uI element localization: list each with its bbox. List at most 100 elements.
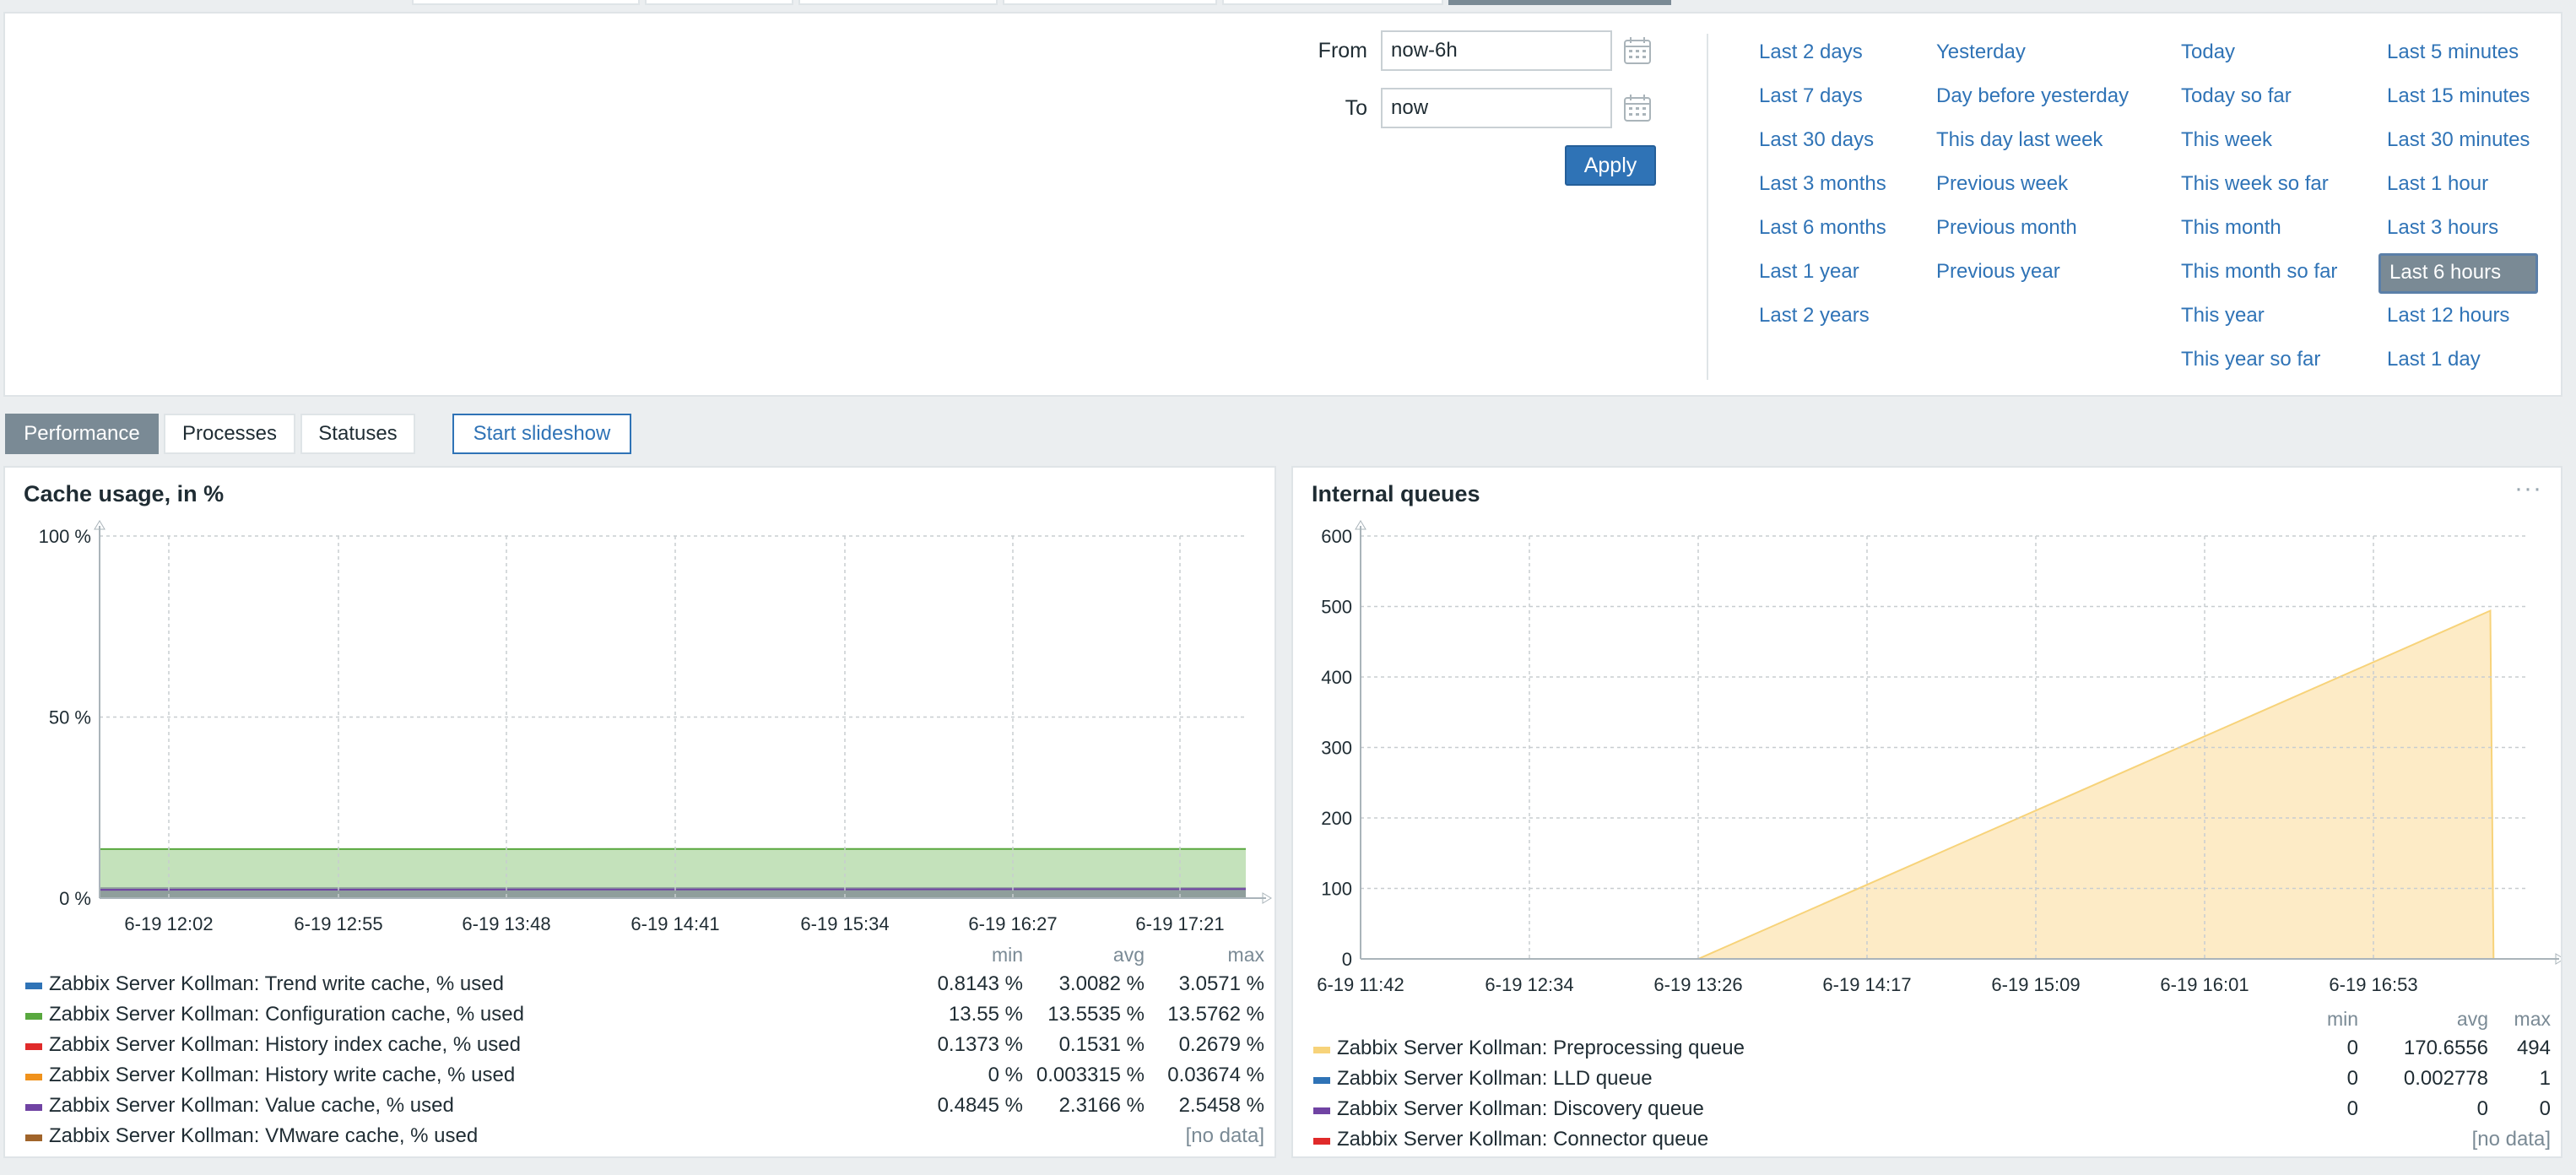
- quick-range-link[interactable]: This week so far: [2181, 172, 2329, 195]
- tab-statuses[interactable]: Statuses: [300, 414, 415, 454]
- quick-range-link[interactable]: Last 1 hour: [2387, 172, 2489, 195]
- series-avg: 0.003315 %: [1036, 1064, 1145, 1086]
- series-min: 0: [2346, 1067, 2358, 1090]
- quick-range-link[interactable]: Last 12 hours: [2387, 304, 2510, 327]
- series-name: Zabbix Server Kollman: Trend write cache…: [49, 972, 504, 995]
- quick-range-link[interactable]: This month so far: [2181, 260, 2338, 283]
- top-tab-stub[interactable]: [1222, 0, 1443, 5]
- quick-range-link[interactable]: This day last week: [1936, 128, 2103, 151]
- series-swatch: [1313, 1047, 1330, 1053]
- legend-row: Zabbix Server Kollman: Value cache, % us…: [19, 1092, 1268, 1123]
- quick-range-link[interactable]: Last 6 hours: [2378, 253, 2539, 294]
- widget-title: Cache usage, in %: [24, 481, 225, 506]
- apply-button[interactable]: Apply: [1565, 145, 1656, 186]
- x-tick-label: 6-19 16:27: [968, 913, 1057, 934]
- quick-range-link[interactable]: Last 5 minutes: [2387, 41, 2519, 63]
- x-tick-label: 6-19 17:21: [1135, 913, 1224, 934]
- y-tick-label: 400: [1321, 667, 1352, 688]
- top-tab-stub-selected[interactable]: [1448, 0, 1671, 5]
- series-min: 0.1373 %: [937, 1033, 1023, 1056]
- series-swatch: [25, 1043, 42, 1050]
- quick-range-link[interactable]: Last 3 months: [1759, 172, 1886, 195]
- quick-range-link[interactable]: Last 1 year: [1759, 260, 1859, 283]
- series-avg: 0: [2476, 1097, 2488, 1120]
- series-max: 0.2679 %: [1178, 1033, 1264, 1056]
- top-tab-stub[interactable]: [412, 0, 640, 5]
- quick-range-link[interactable]: Last 3 hours: [2387, 216, 2499, 239]
- y-axis-arrow: [94, 520, 106, 530]
- quick-range-link[interactable]: Last 1 day: [2387, 348, 2481, 371]
- series-min: 0: [2346, 1097, 2358, 1120]
- quick-range-link[interactable]: This week: [2181, 128, 2273, 151]
- series-swatch: [25, 1104, 42, 1111]
- x-tick-label: 6-19 11:42: [1317, 974, 1404, 995]
- quick-range-link[interactable]: This month: [2181, 216, 2281, 239]
- quick-range-link[interactable]: Previous month: [1936, 216, 2077, 239]
- series-name: Zabbix Server Kollman: Discovery queue: [1337, 1097, 1704, 1120]
- no-data-label: [no data]: [1185, 1124, 1264, 1147]
- legend-row: Zabbix Server Kollman: Trend write cache…: [19, 971, 1268, 1001]
- x-tick-label: 6-19 14:17: [1822, 974, 1911, 995]
- series-avg: 0.002778: [2403, 1067, 2488, 1090]
- series-max: 0: [2539, 1097, 2551, 1120]
- tab-processes[interactable]: Processes: [164, 414, 295, 454]
- y-tick-label: 50 %: [49, 707, 91, 728]
- divider: [1707, 34, 1708, 380]
- series-max: 2.5458 %: [1178, 1094, 1264, 1117]
- chart-legend: min avg max Zabbix Server Kollman: Trend wr…: [19, 940, 1268, 1153]
- series-min: 0.4845 %: [937, 1094, 1023, 1117]
- quick-range-column: Yesterday Day before yesterday This day la…: [1936, 34, 2137, 297]
- series-max: 0.03674 %: [1167, 1064, 1264, 1086]
- chart-legend: min avg max Zabbix Server Kollman: Preproce…: [1307, 1004, 2554, 1156]
- x-tick-label: 6-19 12:34: [1485, 974, 1573, 995]
- cache-usage-chart: 0 % 50 % 100 % 6-19 12:02 6-19 12:55 6-19 13:…: [39, 520, 1272, 934]
- start-slideshow-button[interactable]: Start slideshow: [452, 414, 631, 454]
- top-tab-stub[interactable]: [645, 0, 793, 5]
- to-input[interactable]: [1381, 88, 1612, 128]
- series-max: 3.0571 %: [1178, 972, 1264, 995]
- quick-range-link[interactable]: Today so far: [2181, 84, 2292, 107]
- top-tab-stub[interactable]: [1003, 0, 1217, 5]
- ellipsis-icon[interactable]: ···: [2514, 474, 2542, 502]
- from-label: From: [1318, 39, 1367, 62]
- x-axis-arrow: [2555, 953, 2561, 965]
- quick-range-link[interactable]: Last 30 days: [1759, 128, 1875, 151]
- series-swatch: [25, 983, 42, 989]
- x-tick-label: 6-19 16:53: [2329, 974, 2417, 995]
- quick-range-link[interactable]: Last 7 days: [1759, 84, 1863, 107]
- quick-range-link[interactable]: Previous week: [1936, 172, 2069, 195]
- legend-row: Zabbix Server Kollman: History index cac…: [19, 1032, 1268, 1062]
- series-avg: 3.0082 %: [1058, 972, 1145, 995]
- quick-range-column: Last 5 minutes Last 15 minutes Last 30 min…: [2378, 34, 2539, 385]
- x-tick-label: 6-19 14:41: [630, 913, 719, 934]
- quick-range-link[interactable]: Day before yesterday: [1936, 84, 2130, 107]
- quick-range-link[interactable]: This year so far: [2181, 348, 2321, 371]
- calendar-icon[interactable]: [1622, 35, 1653, 66]
- quick-range-link[interactable]: Last 6 months: [1759, 216, 1886, 239]
- series-max: 1: [2539, 1067, 2551, 1090]
- internal-queues-widget: Internal queues ··· 0 100 200 300 400 500 600 6…: [1291, 466, 2562, 1158]
- quick-range-link[interactable]: Last 15 minutes: [2387, 84, 2530, 107]
- top-tab-stub[interactable]: [798, 0, 998, 5]
- quick-range-link[interactable]: Last 2 days: [1759, 41, 1863, 63]
- quick-range-link[interactable]: This year: [2181, 304, 2265, 327]
- legend-header: min avg max: [19, 940, 1268, 971]
- quick-range-link[interactable]: Today: [2181, 41, 2236, 63]
- from-input[interactable]: [1381, 30, 1612, 71]
- x-tick-label: 6-19 12:02: [124, 913, 213, 934]
- y-tick-label: 0 %: [59, 888, 91, 909]
- legend-header-min: min: [2326, 1008, 2358, 1030]
- calendar-icon[interactable]: [1622, 93, 1653, 123]
- quick-range-link[interactable]: Previous year: [1936, 260, 2060, 283]
- quick-range-link[interactable]: Yesterday: [1936, 41, 2026, 63]
- series-swatch: [1313, 1138, 1330, 1145]
- legend-header-max: max: [1227, 944, 1264, 966]
- preprocessing-queue-area: [1361, 610, 2494, 959]
- y-axis-arrow: [1355, 520, 1366, 530]
- widget-title: Internal queues: [1312, 481, 1480, 506]
- series-name: Zabbix Server Kollman: History write cac…: [49, 1064, 516, 1086]
- tab-performance[interactable]: Performance: [5, 414, 159, 454]
- legend-row: Zabbix Server Kollman: Preprocessing que…: [1307, 1035, 2554, 1065]
- quick-range-link[interactable]: Last 30 minutes: [2387, 128, 2530, 151]
- quick-range-link[interactable]: Last 2 years: [1759, 304, 1870, 327]
